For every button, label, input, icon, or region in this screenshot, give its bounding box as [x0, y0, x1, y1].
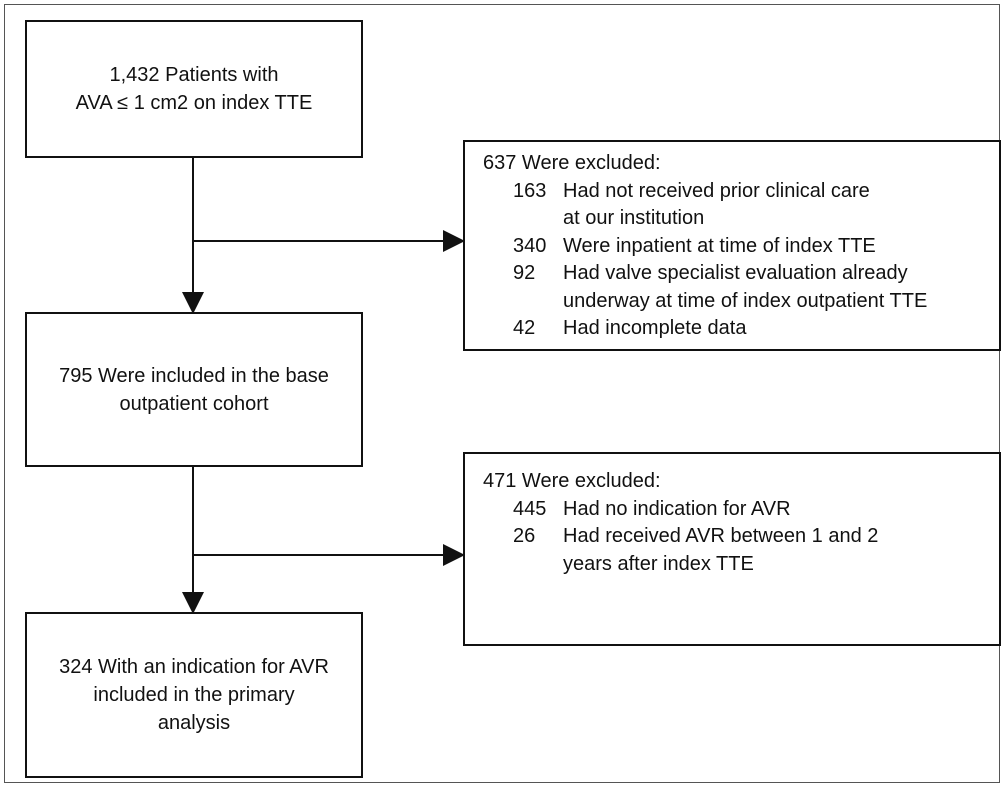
- exclusion-heading: 471 Were excluded:: [483, 470, 661, 492]
- node-box: 1,432 Patients with AVA ≤ 1 cm2 on index…: [25, 20, 363, 158]
- exclusion-count: 445: [513, 497, 547, 520]
- exclusion-text: Had incomplete data: [563, 317, 747, 339]
- exclusion-box: 471 Were excluded: 445 Had no indication …: [463, 452, 1001, 646]
- exclusion-count: 26: [513, 525, 536, 547]
- node-text: 324 With an indication for AVR: [59, 656, 329, 678]
- exclusion-count: 163: [513, 179, 547, 202]
- exclusion-item: 26 Had received AVR between 1 and 2 years …: [513, 523, 999, 578]
- exclusion-count: 340: [513, 234, 547, 257]
- exclusion-item: 340 Were inpatient at time of index TTE: [513, 233, 999, 261]
- exclusion-item: 42 Had incomplete data: [513, 315, 999, 343]
- exclusion-item: 163 Had not received prior clinical care a…: [513, 178, 999, 233]
- node-text: 1,432 Patients with: [109, 64, 279, 86]
- exclusion-item: 92 Had valve specialist evaluation alread…: [513, 260, 999, 315]
- exclusion-text: Had received AVR between 1 and 2: [563, 525, 879, 547]
- node-box: 795 Were included in the base outpatient…: [25, 312, 363, 467]
- exclusion-heading: 637 Were excluded:: [483, 152, 661, 174]
- exclusion-text: Were inpatient at time of index TTE: [563, 234, 876, 257]
- node-text: analysis: [157, 712, 231, 734]
- exclusion-text-block: Had incomplete data: [563, 315, 746, 343]
- exclusion-box: 637 Were excluded: 163 Had not received p…: [463, 140, 1001, 351]
- exclusion-text: Had valve specialist evaluation already: [563, 262, 908, 284]
- exclusion-items: 163 Had not received prior clinical care a…: [483, 178, 999, 343]
- node-text: outpatient cohort: [119, 392, 269, 415]
- exclusion-text: Had no indication for AVR: [563, 497, 791, 520]
- node-text: included in the primary: [93, 684, 295, 706]
- exclusion-text-block: Had valve specialist evaluation already u…: [563, 260, 927, 315]
- exclusion-text: at our institution: [563, 207, 705, 229]
- exclusion-count: 42: [513, 317, 536, 339]
- frame: [4, 4, 1000, 783]
- exclusion-item: 445 Had no indication for AVR: [513, 496, 999, 524]
- exclusion-text-block: Had no indication for AVR: [563, 496, 791, 524]
- node-text: AVA ≤ 1 cm2 on index TTE: [75, 92, 313, 114]
- exclusion-text-block: Had received AVR between 1 and 2 years af…: [563, 523, 878, 578]
- exclusion-items: 445 Had no indication for AVR 26 Had receiv…: [483, 496, 999, 579]
- exclusion-text-block: Were inpatient at time of index TTE: [563, 233, 876, 261]
- node-text: 795 Were included in the base: [59, 364, 329, 387]
- exclusion-count: 92: [513, 262, 536, 284]
- exclusion-text: underway at time of index outpatient TTE: [563, 289, 928, 312]
- node-box: 324 With an indication for AVR included …: [25, 612, 363, 778]
- exclusion-text: Had not received prior clinical care: [563, 179, 870, 202]
- exclusion-text: years after index TTE: [563, 552, 754, 575]
- exclusion-text-block: Had not received prior clinical care at o…: [563, 178, 870, 233]
